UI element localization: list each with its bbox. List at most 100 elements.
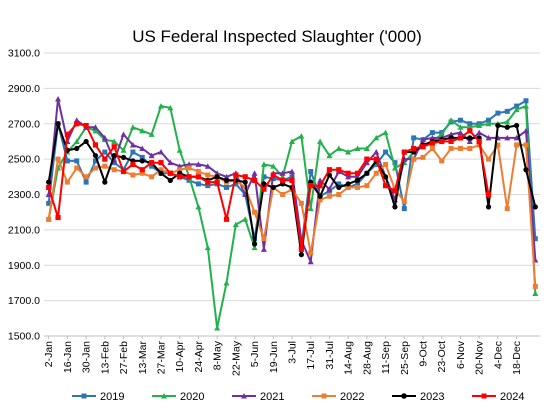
data-point bbox=[411, 156, 417, 162]
data-point bbox=[522, 127, 529, 134]
x-tick-label: 3-Jul bbox=[287, 341, 299, 364]
data-point bbox=[326, 167, 333, 173]
data-point bbox=[532, 236, 538, 242]
legend-label: 2019 bbox=[100, 391, 124, 403]
data-point bbox=[392, 160, 398, 166]
data-point bbox=[186, 177, 192, 183]
data-point bbox=[345, 184, 351, 190]
data-point bbox=[261, 186, 267, 192]
data-point bbox=[204, 244, 211, 251]
data-point bbox=[149, 163, 155, 169]
legend-marker bbox=[81, 393, 87, 399]
data-point bbox=[289, 177, 295, 183]
x-tick-label: 6-Nov bbox=[455, 340, 467, 369]
data-point bbox=[495, 142, 501, 148]
data-point bbox=[476, 122, 483, 129]
data-point bbox=[157, 103, 164, 109]
x-tick-label: 9-Oct bbox=[418, 341, 430, 367]
data-point bbox=[495, 122, 501, 129]
x-tick-label: 17-Jul bbox=[305, 341, 317, 370]
data-point bbox=[120, 131, 127, 137]
x-tick-label: 13-Mar bbox=[137, 341, 149, 375]
data-point bbox=[420, 136, 427, 143]
data-point bbox=[252, 209, 258, 215]
data-point bbox=[167, 159, 174, 166]
data-point bbox=[139, 158, 145, 164]
data-point bbox=[157, 149, 164, 155]
data-point bbox=[74, 121, 80, 127]
legend-item-2019: 2019 bbox=[72, 391, 124, 403]
y-tick-label: 2500.0 bbox=[8, 154, 40, 166]
data-point bbox=[307, 258, 314, 265]
data-point bbox=[345, 170, 351, 176]
data-point bbox=[467, 128, 473, 134]
data-point bbox=[83, 138, 89, 145]
data-point bbox=[102, 149, 108, 155]
legend-label: 2023 bbox=[420, 391, 444, 403]
data-point bbox=[130, 161, 136, 168]
data-point bbox=[158, 160, 164, 166]
data-point bbox=[363, 145, 370, 152]
data-point bbox=[467, 135, 473, 141]
data-point bbox=[326, 193, 332, 199]
data-point bbox=[486, 117, 492, 123]
data-point bbox=[148, 131, 155, 137]
x-tick-label: 30-Jan bbox=[81, 341, 93, 373]
data-point bbox=[448, 131, 455, 137]
data-point bbox=[74, 158, 80, 164]
data-point bbox=[102, 163, 108, 169]
data-point bbox=[74, 165, 80, 171]
data-point bbox=[504, 134, 511, 141]
data-point bbox=[139, 154, 145, 160]
data-point bbox=[195, 203, 202, 210]
data-point bbox=[289, 168, 295, 175]
data-point bbox=[176, 147, 183, 153]
data-point bbox=[495, 110, 501, 116]
data-point bbox=[130, 149, 136, 155]
data-point bbox=[92, 124, 99, 130]
data-point bbox=[233, 181, 239, 187]
data-point bbox=[261, 174, 267, 180]
legend: 2019 2020 2021 2022 2023 2024 bbox=[72, 391, 524, 403]
data-point bbox=[83, 174, 89, 180]
data-point bbox=[485, 120, 492, 127]
data-point bbox=[317, 197, 323, 203]
data-point bbox=[149, 174, 155, 180]
data-point bbox=[382, 129, 389, 136]
x-tick-label: 18-Dec bbox=[511, 341, 523, 375]
data-point bbox=[111, 167, 117, 173]
data-point bbox=[223, 216, 230, 222]
data-point bbox=[149, 160, 155, 166]
data-point bbox=[373, 161, 379, 167]
x-tick-label: 2-Jan bbox=[43, 341, 55, 367]
data-point bbox=[382, 183, 389, 189]
data-point bbox=[45, 191, 52, 197]
data-point bbox=[261, 181, 267, 187]
y-tick-label: 3100.0 bbox=[8, 48, 40, 60]
data-point bbox=[120, 147, 127, 153]
data-point bbox=[401, 206, 407, 212]
data-point bbox=[523, 167, 529, 173]
x-tick-label: 24-Apr bbox=[193, 340, 205, 372]
data-point bbox=[354, 170, 361, 176]
data-point bbox=[130, 172, 136, 178]
data-point bbox=[46, 200, 52, 206]
data-point bbox=[317, 193, 323, 199]
data-point bbox=[448, 138, 454, 145]
y-tick-label: 1900.0 bbox=[8, 260, 40, 272]
data-point bbox=[55, 156, 61, 162]
data-point bbox=[195, 161, 202, 167]
data-point bbox=[223, 184, 229, 190]
legend-marker bbox=[161, 393, 167, 399]
legend-item-2021: 2021 bbox=[232, 391, 284, 403]
data-point bbox=[46, 179, 52, 185]
data-point bbox=[513, 106, 520, 113]
data-point bbox=[532, 204, 538, 210]
data-point bbox=[233, 172, 239, 178]
data-point bbox=[448, 117, 455, 123]
legend-item-2022: 2022 bbox=[312, 391, 364, 403]
data-point bbox=[345, 173, 352, 180]
data-point bbox=[232, 221, 239, 228]
legend-item-2024: 2024 bbox=[472, 391, 524, 403]
data-point bbox=[308, 183, 314, 189]
